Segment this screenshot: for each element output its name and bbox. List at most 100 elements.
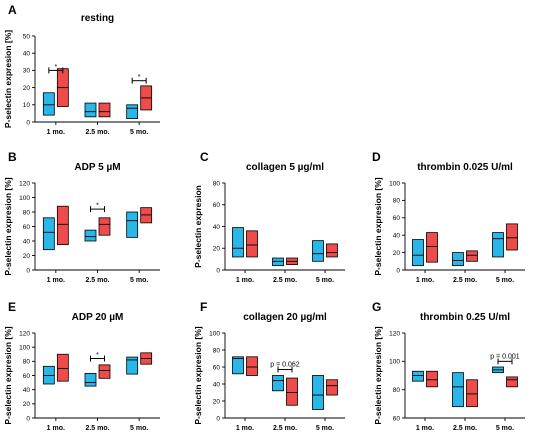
- x-tick-label-e: 1 mo.: [47, 425, 65, 432]
- y-tick-label-g: 80: [393, 387, 401, 394]
- box-group1-d: [412, 239, 424, 267]
- y-tick-label-d: 60: [393, 215, 401, 222]
- y-tick-label-a: 10: [23, 102, 31, 109]
- y-axis-label-e: P-selectin expresion [%]: [3, 326, 13, 424]
- box-group1-c: [232, 227, 244, 258]
- sig-label-a: *: [54, 64, 57, 71]
- box-group2-d: [426, 232, 438, 263]
- chart-title-g: thrombin 0.25 U/ml: [420, 312, 510, 323]
- box-group2-f: [246, 356, 258, 376]
- y-tick-label-d: 100: [389, 180, 400, 187]
- box-group1-a: [42, 92, 55, 116]
- box-group1-b: [126, 211, 139, 238]
- y-tick-label-c: 60: [213, 202, 221, 209]
- box-group2-a: [98, 102, 111, 118]
- x-tick-label-a: 5 mo.: [130, 129, 148, 136]
- y-tick-label-c: 0: [216, 267, 220, 274]
- y-tick-label-c: 20: [213, 246, 221, 253]
- x-tick-label-b: 2.5 mo.: [85, 277, 109, 284]
- box-group2-g: [506, 376, 518, 388]
- chart-title-b: ADP 5 µM: [74, 162, 120, 173]
- chart-title-f: collagen 20 µg/ml: [243, 312, 327, 323]
- y-tick-label-f: 20: [213, 398, 221, 405]
- x-tick-label-c: 5 mo.: [316, 277, 334, 284]
- x-tick-label-d: 1 mo.: [416, 277, 434, 284]
- x-tick-label-a: 2.5 mo.: [85, 129, 109, 136]
- y-axis-label-b: P-selectin expresion [%]: [3, 177, 13, 275]
- y-axis-label-c: P-selectin expresion: [193, 185, 203, 268]
- box-group1-c: [312, 240, 324, 262]
- chart-title-c: collagen 5 µg/ml: [246, 162, 324, 173]
- x-tick-label-g: 1 mo.: [416, 425, 434, 432]
- y-tick-label-b: 100: [19, 195, 30, 202]
- y-tick-label-e: 80: [23, 359, 31, 366]
- box-group2-e: [98, 364, 111, 379]
- y-tick-label-e: 20: [23, 401, 31, 408]
- x-tick-label-c: 2.5 mo.: [273, 277, 297, 284]
- y-tick-label-g: 60: [393, 415, 401, 422]
- y-tick-label-b: 80: [23, 209, 31, 216]
- y-tick-label-e: 120: [19, 330, 30, 337]
- y-tick-label-e: 0: [26, 415, 30, 422]
- box-group1-d: [452, 252, 464, 267]
- x-tick-label-f: 5 mo.: [316, 425, 334, 432]
- box-group1-g: [452, 372, 464, 408]
- x-tick-label-g: 5 mo.: [496, 425, 514, 432]
- y-tick-label-d: 0: [396, 267, 400, 274]
- box-group2-d: [506, 223, 518, 251]
- box-group1-e: [126, 356, 139, 375]
- box-group2-g: [466, 379, 478, 408]
- box-group2-d: [466, 250, 478, 262]
- y-tick-label-b: 0: [26, 267, 30, 274]
- x-tick-label-c: 1 mo.: [236, 277, 254, 284]
- box-group1-f: [312, 375, 324, 410]
- y-tick-label-a: 30: [23, 68, 31, 75]
- x-tick-label-b: 1 mo.: [47, 277, 65, 284]
- panel-b: B ADP 5 µM P-selectin expresion [%] 0 20 40 60…: [3, 150, 160, 284]
- x-tick-label-a: 1 mo.: [47, 129, 65, 136]
- box-group1-g: [412, 370, 424, 382]
- y-tick-label-b: 20: [23, 253, 31, 260]
- x-tick-label-d: 5 mo.: [496, 277, 514, 284]
- y-tick-label-a: 20: [23, 85, 31, 92]
- box-group2-f: [286, 377, 298, 406]
- y-tick-label-c: 80: [213, 180, 221, 187]
- x-tick-label-f: 1 mo.: [236, 425, 254, 432]
- y-tick-label-f: 40: [213, 381, 221, 388]
- y-tick-label-f: 60: [213, 364, 221, 371]
- sig-label-f: p = 0.062: [270, 362, 299, 369]
- box-group2-b: [56, 205, 69, 246]
- y-tick-label-f: 0: [216, 415, 220, 422]
- x-tick-label-b: 5 mo.: [130, 277, 148, 284]
- y-tick-label-d: 80: [393, 198, 401, 205]
- y-axis-label-f: P-selectin expresion [%]: [193, 326, 203, 424]
- y-tick-label-a: 50: [23, 33, 31, 40]
- panel-label-e: E: [8, 300, 16, 314]
- chart-title-a: resting: [81, 13, 114, 24]
- y-tick-label-e: 60: [23, 373, 31, 380]
- box-group1-a: [126, 104, 139, 119]
- sig-label-g: p = 0.001: [490, 353, 519, 360]
- panel-label-g: G: [372, 300, 381, 314]
- box-group2-g: [426, 370, 438, 388]
- sig-label-e: *: [96, 352, 99, 359]
- panel-label-b: B: [8, 150, 17, 164]
- y-tick-label-g: 120: [389, 330, 400, 337]
- box-group1-b: [42, 217, 55, 251]
- box-group2-c: [246, 230, 258, 258]
- box-group2-e: [56, 353, 69, 382]
- y-tick-label-d: 20: [393, 250, 401, 257]
- panel-label-a: A: [8, 3, 17, 17]
- sig-label-b: *: [96, 203, 99, 210]
- y-tick-label-f: 80: [213, 347, 221, 354]
- x-tick-label-f: 2.5 mo.: [273, 425, 297, 432]
- sig-label-a: *: [138, 74, 141, 81]
- panel-label-f: F: [200, 300, 207, 314]
- box-group2-f: [326, 379, 338, 396]
- y-axis-label-d: P-selectin expresion [%]: [373, 177, 383, 275]
- box-group1-f: [272, 375, 284, 392]
- y-axis-label-a: P-selectin expresion [%]: [3, 30, 13, 128]
